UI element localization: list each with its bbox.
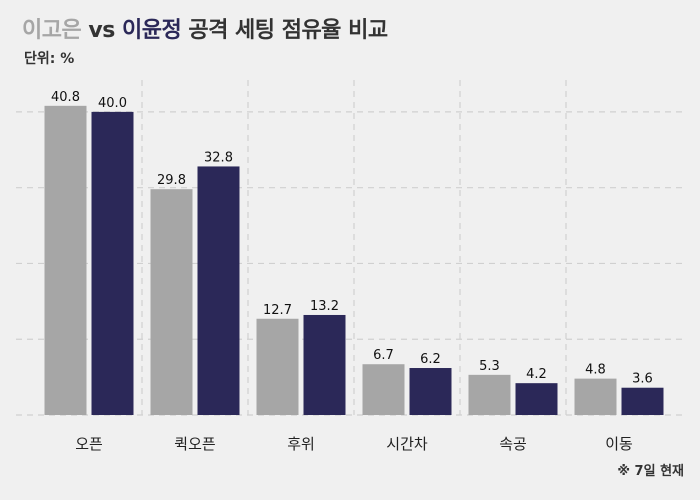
data-label: 40.0 [98,96,127,111]
bar [362,364,405,415]
data-label: 3.6 [632,372,653,387]
bar [44,105,87,416]
data-label: 4.8 [585,363,606,378]
bar [197,166,240,415]
chart-title: 이고은 vs 이윤정 공격 세팅 점유율 비교 [22,12,388,44]
bar [621,387,664,415]
bar [468,374,511,415]
data-label: 13.2 [310,299,339,314]
data-label: 5.3 [479,359,500,374]
data-label: 40.8 [51,90,80,105]
x-tick-label: 퀵오픈 [174,435,215,453]
data-label: 29.8 [157,173,186,188]
x-tick-label: 속공 [499,435,527,453]
title-vs: vs [88,18,115,43]
x-tick-label: 오픈 [75,435,103,453]
x-tick-label: 후위 [287,435,315,453]
title-player-a: 이고은 [22,18,82,43]
bar [91,111,134,415]
bar [303,314,346,415]
bar [256,318,299,415]
data-label: 6.7 [373,348,394,363]
bar [574,378,617,415]
x-tick-label: 시간차 [386,435,428,453]
unit-label: 단위: % [24,51,75,67]
footnote: ※ 7일 현재 [617,464,684,479]
x-tick-label: 이동 [605,435,633,453]
title-player-b: 이윤정 [122,18,182,43]
bar [150,189,193,415]
bar [515,383,558,415]
bar [409,368,452,415]
data-label: 12.7 [263,303,292,318]
data-label: 6.2 [420,352,441,367]
data-label: 32.8 [204,150,233,165]
data-label: 4.2 [526,367,547,382]
title-rest: 공격 세팅 점유율 비교 [188,18,388,43]
